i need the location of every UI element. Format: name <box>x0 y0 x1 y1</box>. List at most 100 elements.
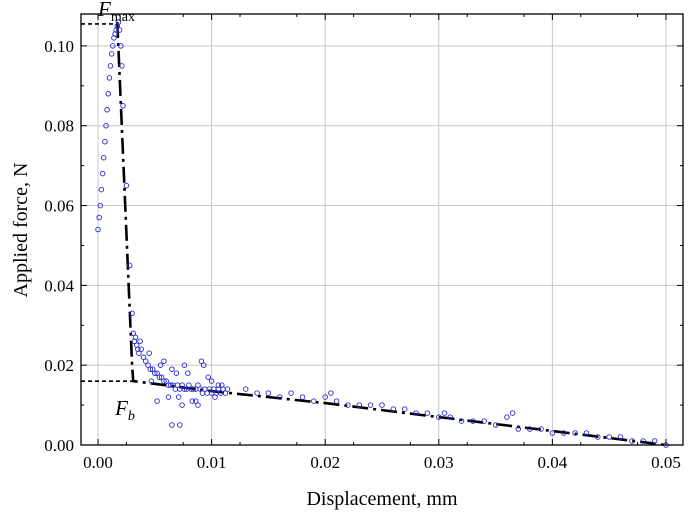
data-point <box>157 362 164 368</box>
data-point <box>413 410 419 416</box>
data-point <box>147 366 154 372</box>
data-point <box>140 354 147 360</box>
data-point <box>504 414 510 420</box>
data-point <box>169 366 175 372</box>
data-point <box>492 422 499 428</box>
x-tick-label: 0.01 <box>197 453 227 472</box>
data-point <box>189 398 196 404</box>
data-point <box>617 434 624 440</box>
y-tick-label: 0.06 <box>44 197 74 216</box>
data-point <box>219 382 225 388</box>
data-point <box>436 414 442 420</box>
data-point <box>333 398 340 404</box>
data-point <box>152 370 158 376</box>
data-point <box>288 390 294 396</box>
data-point <box>136 350 142 356</box>
data-point <box>277 394 283 400</box>
plot-frame <box>80 13 684 446</box>
data-point <box>105 91 112 97</box>
data-point <box>299 394 306 400</box>
data-point <box>198 358 205 364</box>
data-point <box>167 382 174 388</box>
data-point <box>154 370 160 376</box>
data-point <box>179 402 185 408</box>
data-point <box>149 366 156 372</box>
data-point <box>127 262 133 269</box>
data-point <box>103 122 109 129</box>
data-point <box>118 43 124 49</box>
data-point <box>137 338 143 344</box>
data-point <box>129 310 135 317</box>
data-point <box>208 378 215 384</box>
data-point <box>441 410 448 416</box>
data-point <box>161 378 167 384</box>
data-point <box>205 374 211 380</box>
x-tick-label: 0.00 <box>83 453 113 472</box>
data-point <box>224 386 231 392</box>
data-point <box>146 350 152 356</box>
data-point <box>142 358 149 364</box>
data-point <box>470 418 476 424</box>
data-point <box>169 422 175 428</box>
data-point <box>131 338 138 344</box>
fmax-annotation: Fmax <box>97 0 135 25</box>
data-point <box>107 63 114 69</box>
data-point <box>181 362 188 368</box>
data-point <box>265 390 272 396</box>
fb-subscript: b <box>128 409 135 424</box>
data-point <box>651 438 658 444</box>
data-point <box>95 226 101 233</box>
data-point <box>345 402 351 408</box>
reference-lines <box>81 23 134 382</box>
y-tick-labels: 0.00 0.02 0.04 0.06 0.08 0.10 <box>44 37 74 455</box>
data-point <box>175 394 182 400</box>
data-point <box>640 438 646 444</box>
x-axis-title: Displacement, mm <box>306 488 458 510</box>
data-point <box>102 138 108 145</box>
data-point <box>138 346 144 352</box>
data-point <box>572 430 578 436</box>
data-point <box>560 430 567 436</box>
data-point <box>98 186 105 193</box>
data-point <box>192 398 199 404</box>
data-point <box>186 382 192 388</box>
data-point <box>583 430 590 436</box>
y-tick-label: 0.08 <box>44 117 74 136</box>
data-point <box>110 43 116 49</box>
data-point <box>458 418 465 424</box>
data-point <box>212 394 218 400</box>
data-point <box>356 402 363 408</box>
data-point <box>158 374 165 380</box>
data-point <box>161 358 167 364</box>
data-point <box>154 398 160 404</box>
y-tick-label: 0.00 <box>44 436 74 455</box>
data-point <box>526 426 533 432</box>
data-point <box>311 398 317 404</box>
data-point <box>424 410 431 416</box>
data-point <box>100 154 107 161</box>
fb-annotation: Fb <box>114 396 135 424</box>
data-point <box>515 426 522 432</box>
data-point <box>481 418 487 424</box>
x-tick-label: 0.02 <box>310 453 340 472</box>
data-point <box>606 434 612 440</box>
data-point <box>322 394 328 400</box>
data-point <box>119 63 125 69</box>
data-point <box>367 402 374 408</box>
data-point <box>222 390 229 396</box>
data-point <box>108 51 115 57</box>
data-point <box>390 406 397 412</box>
data-point <box>97 202 104 209</box>
data-point <box>156 374 163 380</box>
data-point <box>173 370 180 376</box>
data-point <box>116 27 123 33</box>
data-point <box>132 334 139 341</box>
y-tick-label: 0.10 <box>44 37 74 56</box>
data-point <box>195 402 201 408</box>
data-point <box>190 386 197 392</box>
data-point <box>177 422 183 428</box>
data-point <box>115 19 122 25</box>
fmax-base: F <box>97 0 111 21</box>
